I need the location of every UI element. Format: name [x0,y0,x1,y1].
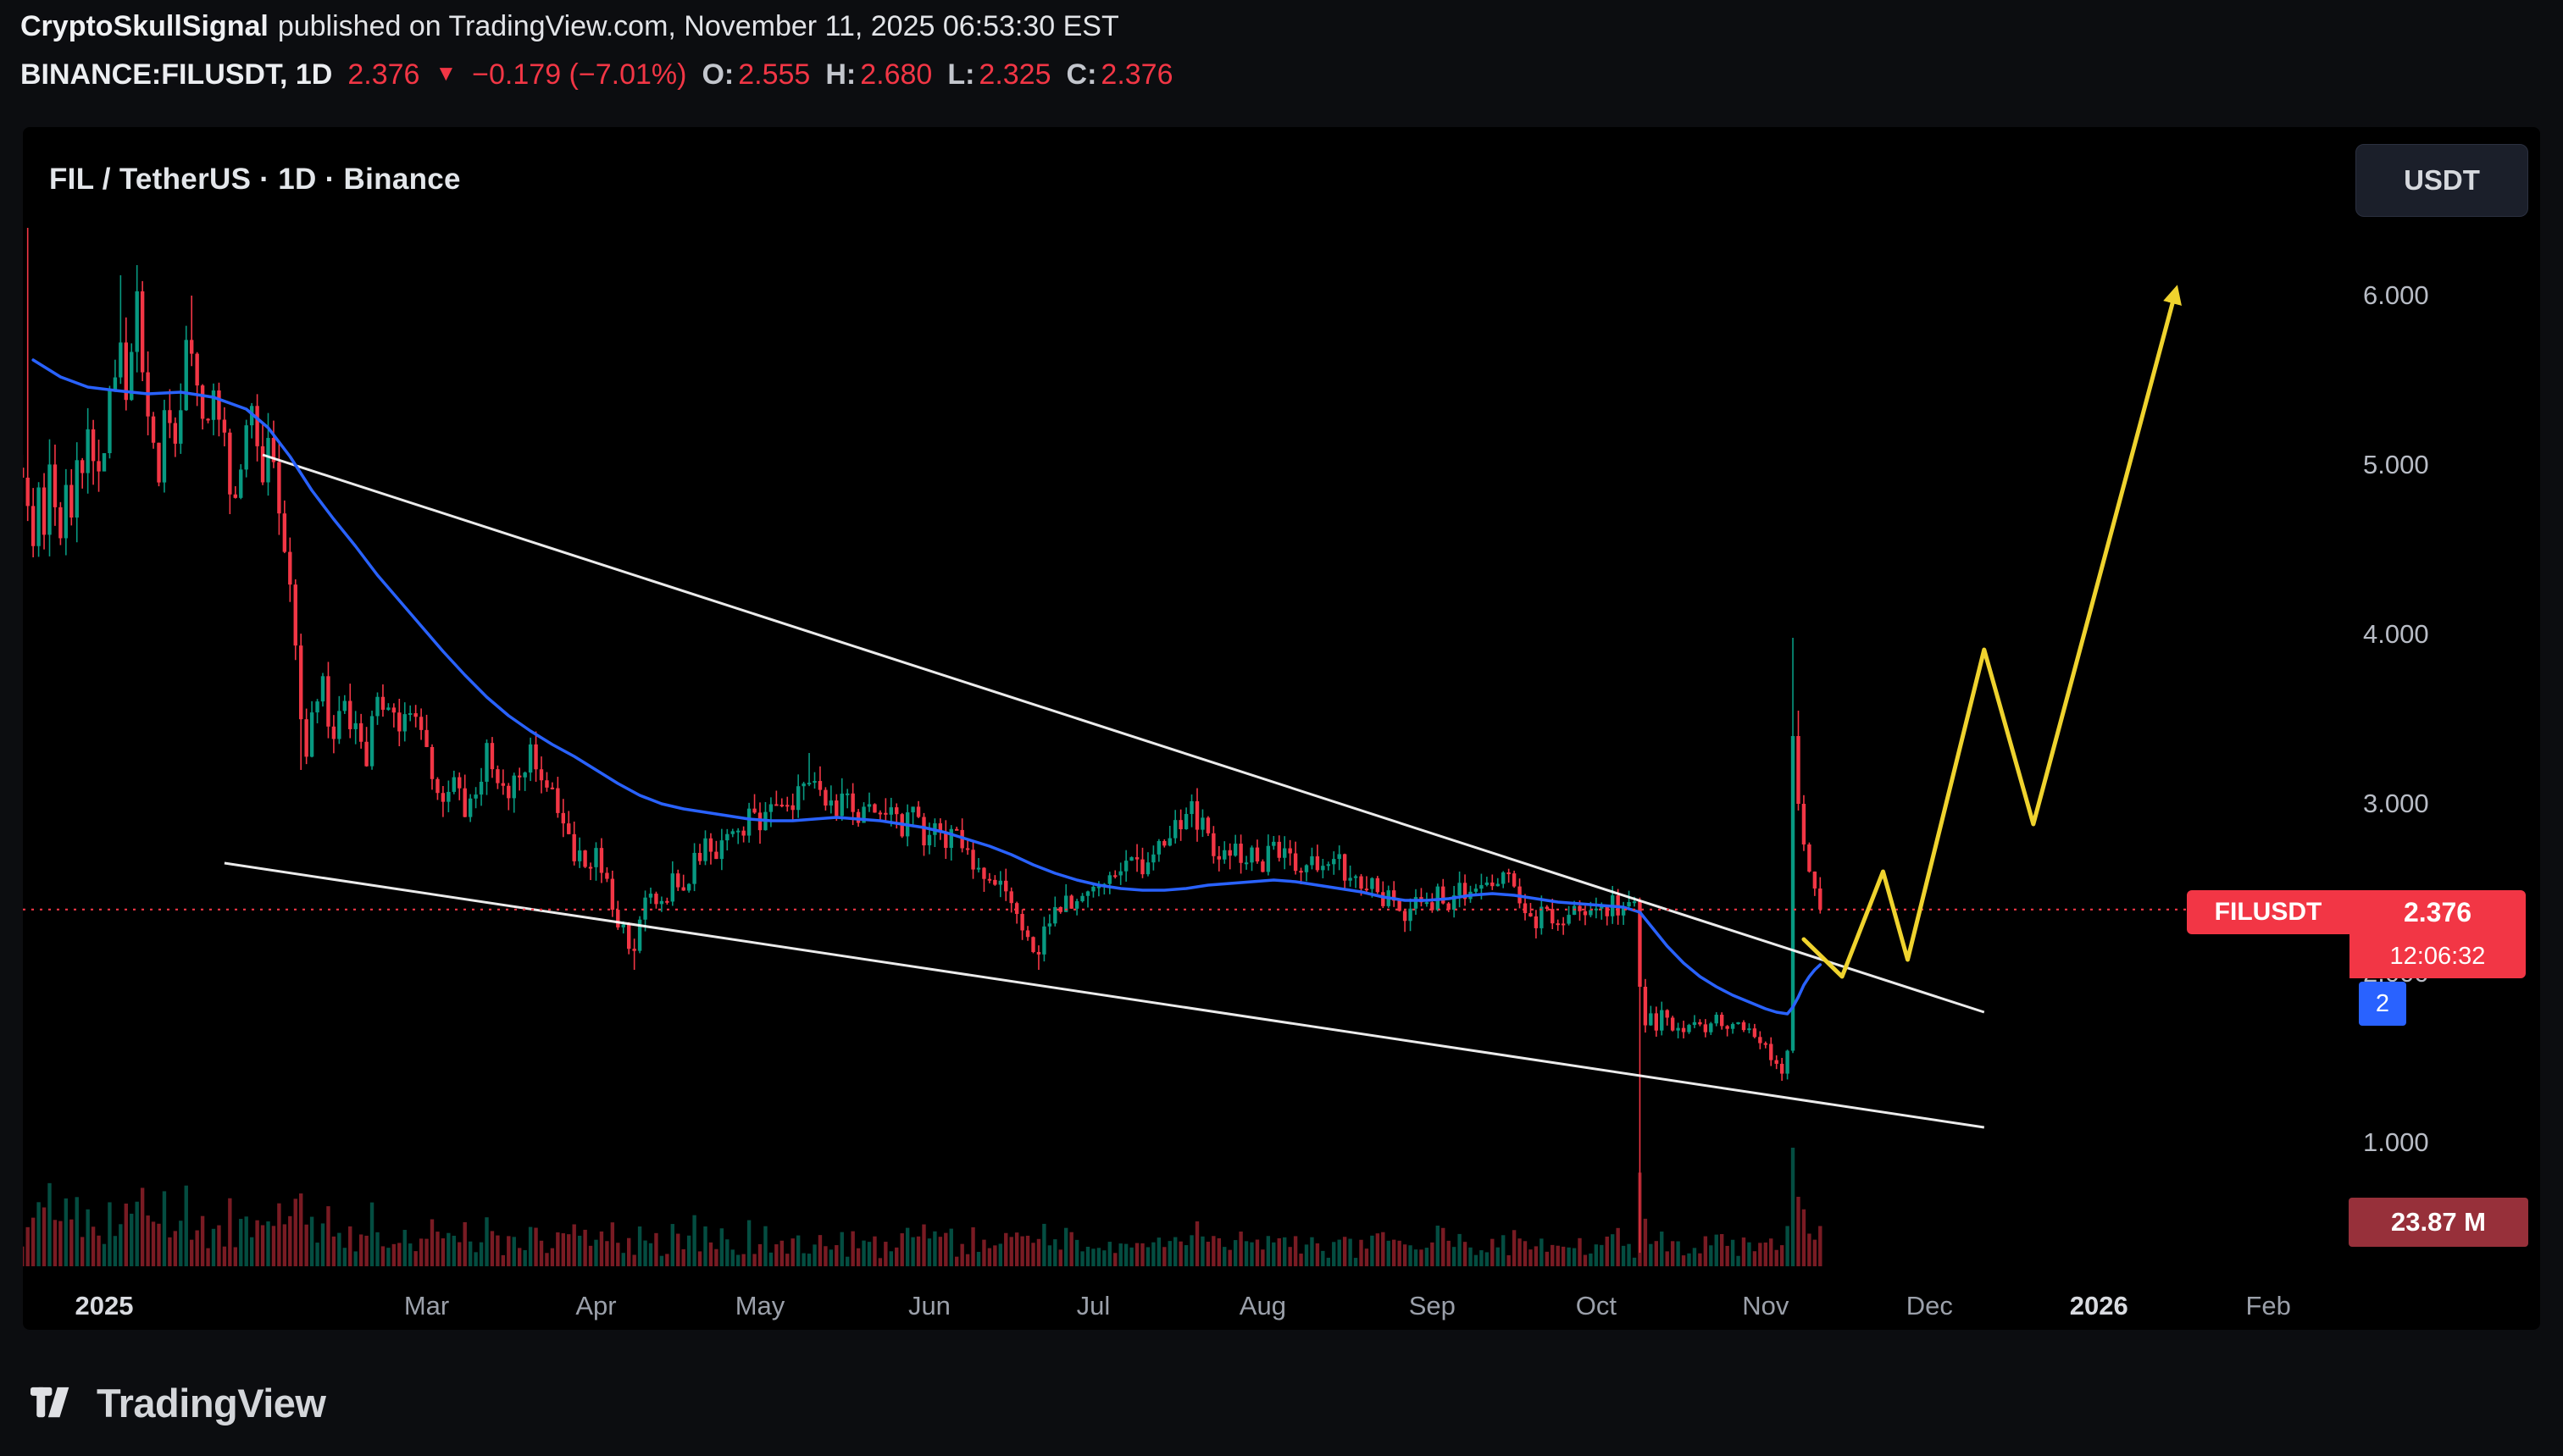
open-value: O: 2.555 [702,58,811,91]
price-tag-price: 2.376 [2403,896,2472,927]
price-tag-values: 2.376 12:06:32 [2349,890,2526,978]
attribution-text: published on TradingView.com, November 1… [277,10,1119,42]
tradingview-logo-icon[interactable] [31,1387,80,1419]
price-chart-canvas[interactable] [23,127,2540,1330]
footer-bar: TradingView [31,1365,326,1440]
attribution-line: CryptoSkullSignal published on TradingVie… [20,10,2543,43]
symbol-name: BINANCE:FILUSDT, 1D [20,58,333,91]
current-price-tag: FILUSDT 2.376 12:06:32 [2187,890,2526,978]
price-change: −0.179 (−7.01%) [472,58,687,91]
attribution-bar: CryptoSkullSignal published on TradingVie… [20,10,2543,91]
down-arrow-icon: ▼ [435,60,458,86]
ma-value-tag: 2 [2359,982,2406,1026]
author-name: CryptoSkullSignal [20,10,269,42]
price-tag-countdown: 12:06:32 [2389,942,2486,970]
tradingview-brand[interactable]: TradingView [97,1380,326,1426]
low-value: L: 2.325 [947,58,1051,91]
currency-toggle-button[interactable]: USDT [2355,144,2528,217]
high-value: H: 2.680 [825,58,933,91]
close-value: C: 2.376 [1066,58,1173,91]
volume-value-tag: 23.87 M [2349,1198,2528,1247]
chart-title: FIL / TetherUS · 1D · Binance [49,163,461,196]
last-price: 2.376 [347,58,420,91]
symbol-info-line: BINANCE:FILUSDT, 1D 2.376 ▼ −0.179 (−7.0… [20,58,2543,91]
price-tag-symbol: FILUSDT [2187,890,2349,934]
